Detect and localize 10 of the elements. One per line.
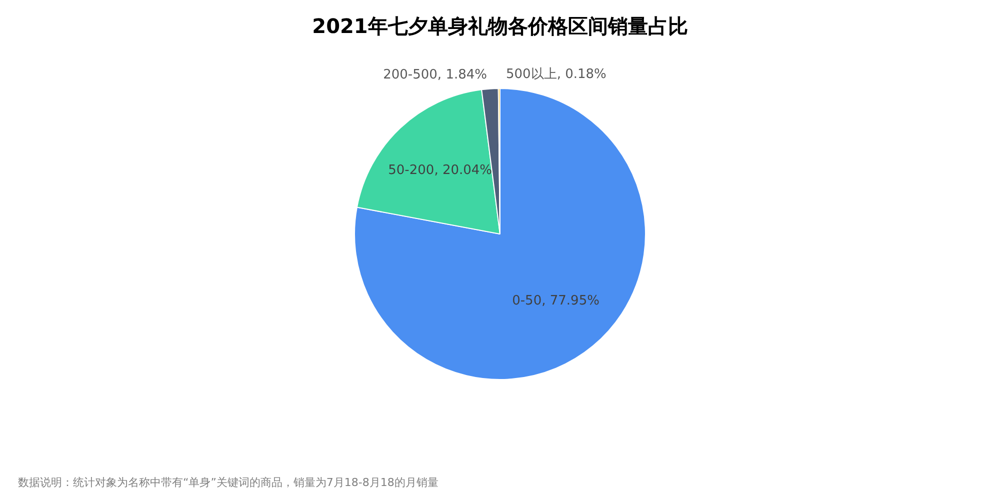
slice-label: 0-50 <box>512 294 542 309</box>
chart-title: 2021年七夕单身礼物各价格区间销量占比 <box>312 14 688 38</box>
data-label: , 1.84% <box>437 67 487 82</box>
slice-label: 50-200 <box>388 162 434 178</box>
data-label: , 77.95% <box>542 294 600 309</box>
text: 数据说明：统计对象为名称中带有“单身”关键词的商品，销量为7月18-8月18的月销量 <box>18 475 438 491</box>
data-label: , 0.18% <box>556 66 606 82</box>
data-label: , 20.04% <box>434 162 492 178</box>
slice-label: 200-500 <box>383 67 438 82</box>
slice-label: 500以上 <box>506 66 557 82</box>
